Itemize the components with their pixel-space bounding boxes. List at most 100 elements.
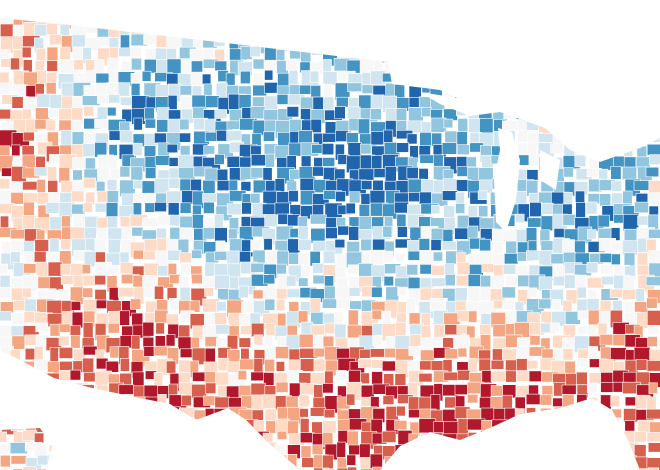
county [265,322,276,337]
county [585,201,598,215]
county [264,298,276,311]
county [153,372,163,386]
county [286,155,297,170]
county [419,250,435,267]
county [250,46,261,58]
county [166,360,177,374]
county [262,167,273,182]
county [517,274,530,287]
county [107,373,120,384]
county [238,337,251,348]
county [214,109,228,119]
county [45,119,56,131]
county [336,441,346,458]
county [647,336,658,347]
county [322,454,334,470]
county [12,468,23,470]
county [22,466,37,470]
county [346,393,356,406]
county [0,454,11,468]
county [0,215,9,230]
county [395,252,405,263]
county [97,166,110,182]
county [298,395,310,408]
county [117,287,136,298]
county [237,370,247,381]
county [36,93,51,108]
county [645,276,660,286]
county [165,334,176,347]
county [395,405,406,417]
county [250,106,266,120]
county [264,82,278,94]
county [455,203,466,214]
county [456,144,470,155]
county [61,95,73,109]
county [154,285,164,300]
county [251,133,262,146]
county [132,371,145,388]
county [45,202,60,214]
county [46,252,58,263]
county [537,298,552,309]
county [287,214,300,227]
county [321,143,335,156]
county [562,214,577,226]
county [119,262,134,274]
county [646,457,660,470]
county [539,394,552,406]
county [58,335,70,346]
county [501,228,518,243]
county [0,82,14,96]
county [105,360,119,373]
county [275,361,285,372]
county [288,190,299,203]
county [457,418,469,435]
county [238,94,252,109]
county [335,130,349,142]
county [288,142,302,157]
county [263,131,275,142]
county [298,333,314,348]
county [467,394,479,404]
county [94,203,107,213]
county [502,264,517,275]
county [34,346,44,361]
county [322,250,336,264]
county [648,228,660,239]
county [360,372,370,384]
county [442,359,453,373]
county [529,202,543,217]
county [381,430,397,443]
county [179,348,193,358]
county [145,167,157,179]
county [334,106,346,120]
county [240,181,252,192]
county [324,275,334,288]
county [586,262,599,274]
county [118,384,134,395]
county [371,309,382,320]
county [562,348,574,361]
county [457,347,468,358]
county [394,373,407,386]
county [646,297,658,309]
county [24,334,38,346]
county [346,454,357,466]
county [312,262,325,274]
county [300,445,312,460]
county [540,202,554,215]
county [455,275,471,287]
county [649,349,660,362]
county [177,336,193,350]
county [214,60,228,72]
county [635,193,649,204]
county [119,310,130,326]
county [457,369,471,381]
county [647,192,660,206]
county [34,23,48,37]
county [192,214,204,230]
county [227,334,239,350]
county [397,286,407,297]
county [215,371,231,386]
